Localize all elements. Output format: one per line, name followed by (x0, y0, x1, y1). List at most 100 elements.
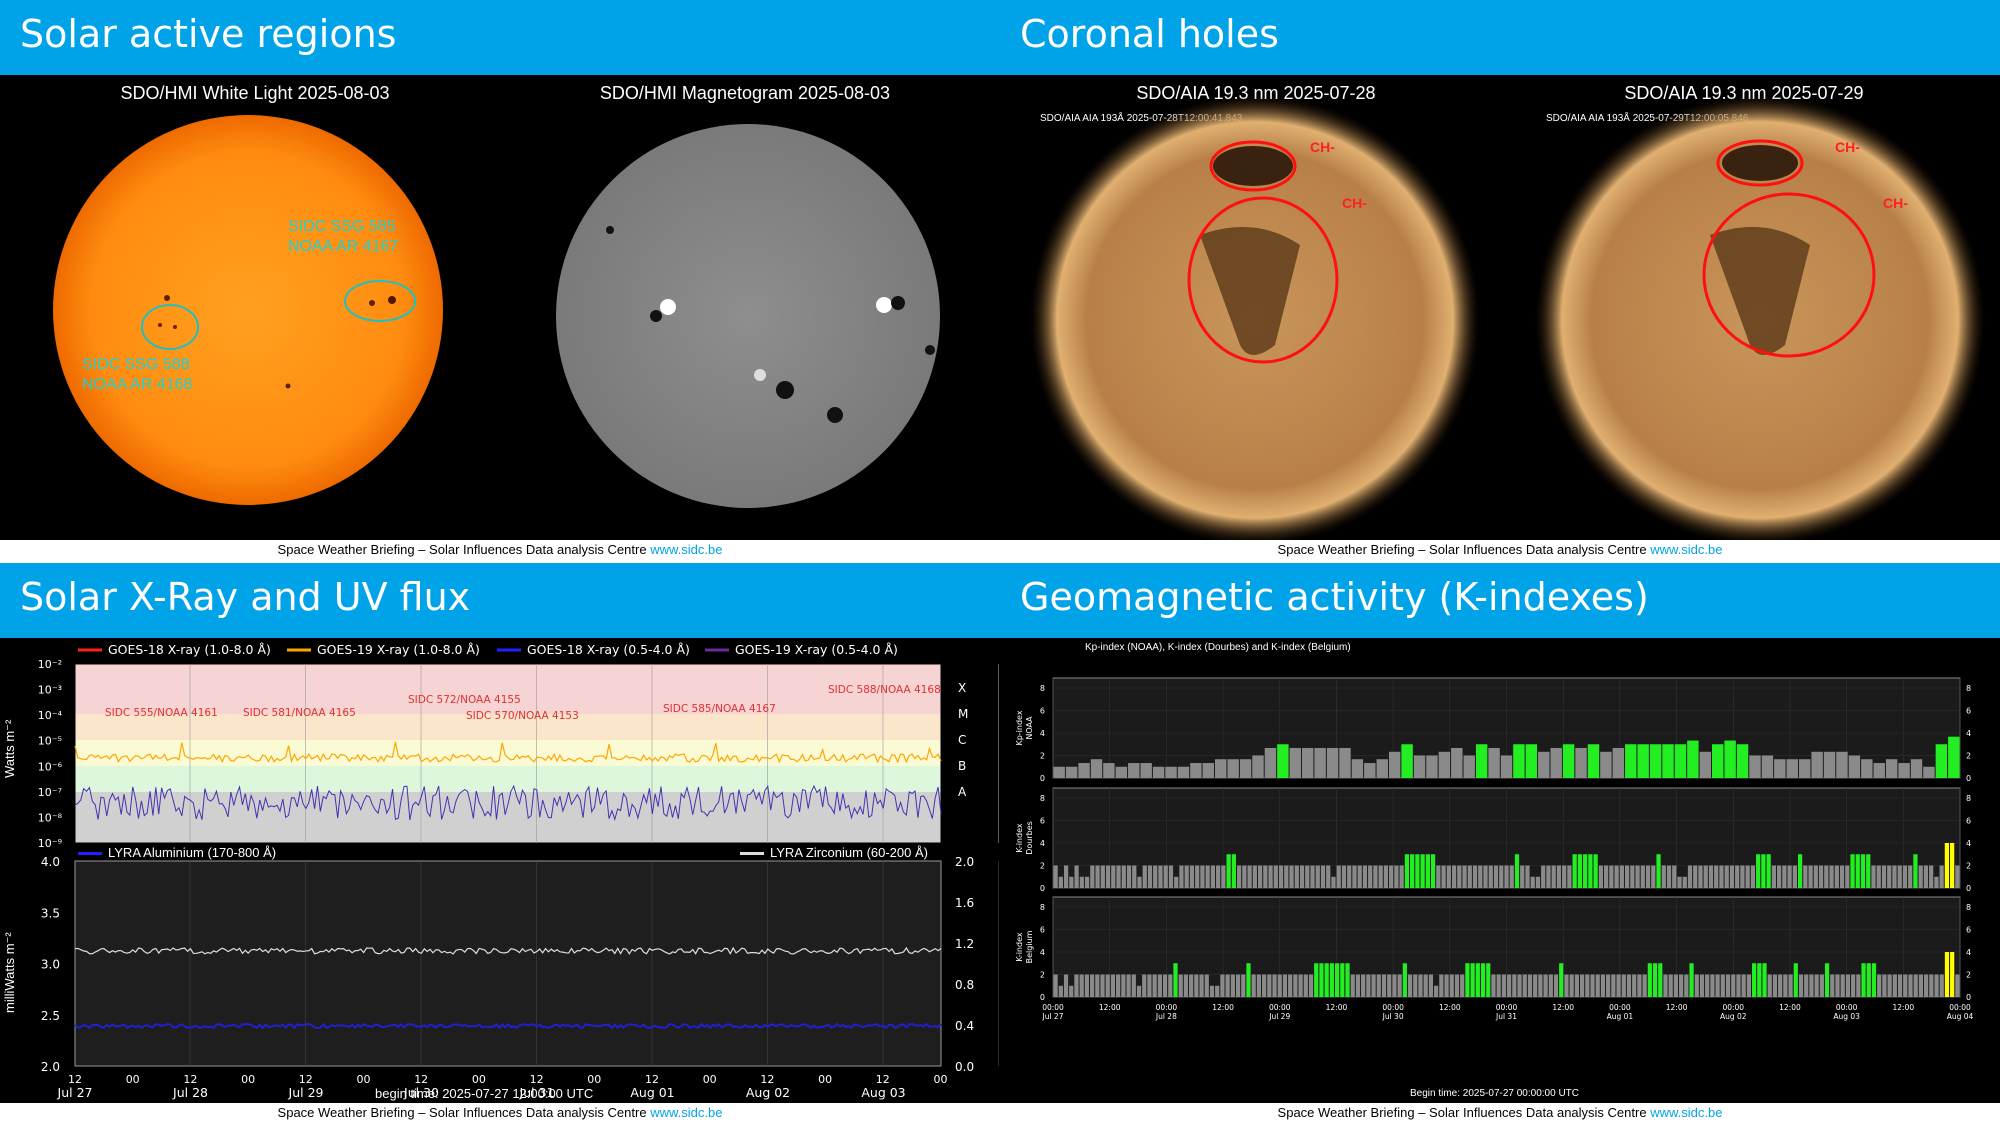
k-index-bar (1699, 751, 1712, 778)
k-index-bar (1147, 865, 1153, 888)
y-tick-label-right: 6 (1966, 707, 1971, 716)
k-index-bar (1877, 974, 1882, 997)
k-index-bar (1851, 974, 1856, 997)
k-index-bar (1897, 974, 1903, 997)
k-index-bar (1446, 865, 1451, 888)
k-index-bar (1399, 865, 1404, 888)
y-tick-label: 0 (1040, 993, 1045, 1002)
region-label-588: SIDC SSG 588 NOAA AR 4168 (82, 356, 193, 393)
k-index-bar (1493, 865, 1499, 888)
k-index-bar (1792, 865, 1797, 888)
footer-link[interactable]: www.sidc.be (650, 542, 723, 557)
footer-link[interactable]: www.sidc.be (1650, 542, 1723, 557)
k-index-bar (1320, 865, 1326, 888)
k-index-bar (1703, 865, 1708, 888)
aia-left-caption: SDO/AIA 19.3 nm 2025-07-28 (1136, 83, 1376, 103)
k-index-bar (1423, 974, 1428, 997)
k-index-bar (1724, 740, 1736, 778)
k-index-bar (1331, 876, 1336, 888)
k-index-bar (1078, 763, 1090, 778)
k-index-bar (1501, 974, 1506, 997)
k-index-bar (1079, 974, 1084, 997)
y-axis-label-top: Watts m⁻² (2, 719, 17, 778)
y-tick-label: 2 (1040, 862, 1045, 871)
y-tick-label: 4.0 (41, 855, 60, 869)
k-index-bar (1751, 963, 1757, 997)
x-tick-label: 00 (934, 1073, 948, 1086)
x-tick-date: Aug 01 (1607, 1012, 1634, 1021)
k-index-bar (1918, 865, 1923, 888)
footer-link[interactable]: www.sidc.be (650, 1105, 723, 1120)
k-index-bar (1272, 974, 1277, 997)
legend-swatch (78, 852, 102, 856)
ch-label: CH- (1835, 139, 1860, 155)
x-date-label: Jul 29 (288, 1085, 324, 1100)
k-index-bar (1630, 865, 1635, 888)
k-index-bar (1786, 759, 1798, 778)
k-index-bar (1488, 747, 1500, 778)
k-index-bar (1202, 763, 1215, 778)
footer-link[interactable]: www.sidc.be (1650, 1105, 1723, 1120)
k-index-bar (1314, 747, 1326, 778)
k-index-bar (1656, 854, 1661, 888)
k-index-bar (1410, 854, 1415, 888)
x-date-label: Aug 03 (861, 1085, 905, 1100)
k-index-bar (1415, 854, 1420, 888)
k-index-bar (1373, 865, 1378, 888)
x-tick-date: Jul 30 (1382, 1012, 1404, 1021)
k-index-bar (1230, 974, 1235, 997)
k-index-bar (1339, 747, 1351, 778)
k-index-bar (1923, 865, 1929, 888)
k-index-bar (1100, 865, 1105, 888)
k-index-bar (1095, 865, 1100, 888)
k-index-bar (1609, 865, 1614, 888)
k-index-bar (1535, 876, 1541, 888)
k-index-bar (1892, 865, 1897, 888)
lyra-legend-zirconium: LYRA Zirconium (60-200 Å) (740, 845, 928, 860)
k-index-bar (1251, 974, 1256, 997)
y-tick-label-right: 0 (1966, 774, 1971, 783)
k-index-bar (1137, 876, 1142, 888)
k-index-bar (1439, 974, 1444, 997)
panel-coronal-holes: Coronal holes SDO/AIA 19.3 nm 2025-07-28… (1000, 0, 2000, 562)
k-index-bar (1341, 865, 1347, 888)
k-index-bar (1934, 974, 1939, 997)
k-index-bar (1069, 985, 1074, 997)
flare-class-label: C (958, 733, 966, 747)
k-index-bar (1267, 974, 1272, 997)
k-index-bar (1679, 974, 1684, 997)
k-index-bar (1918, 974, 1924, 997)
k-index-bar (1388, 751, 1401, 778)
k-index-bar (1277, 974, 1282, 997)
k-index-bar (1460, 974, 1465, 997)
k-index-bar (1836, 751, 1848, 778)
y-tick-label-right: 4 (1966, 948, 1971, 957)
k-index-bar (1887, 865, 1892, 888)
k-index-bar (1860, 854, 1866, 888)
k-index-bar (1470, 963, 1475, 997)
k-index-bar (1152, 766, 1165, 778)
k-index-bar (1923, 766, 1935, 778)
k-index-bar (1329, 963, 1334, 997)
k-index-bar (1294, 865, 1299, 888)
k-index-bar (1289, 747, 1301, 778)
k-index-bar (1418, 974, 1423, 997)
k-index-bar (1694, 974, 1699, 997)
y-tick-label-right: 1.6 (955, 896, 974, 910)
k-index-bar (1944, 843, 1950, 888)
panel-label: NOAA (1025, 716, 1034, 740)
k-index-bar (1404, 854, 1410, 888)
y-tick-label-right: 2 (1966, 752, 1971, 761)
k-index-bar (1647, 963, 1652, 997)
k-index-bar (1425, 854, 1430, 888)
k-index-bar (1163, 865, 1168, 888)
k-index-bar (1177, 766, 1190, 778)
k-index-bar (1767, 974, 1772, 997)
region-annotation: SIDC 572/NOAA 4155 (408, 694, 521, 706)
panel-label: Dourbes (1025, 821, 1034, 855)
k-index-bar (1299, 865, 1305, 888)
aia-images (1030, 95, 1985, 540)
ch-circle-right-large (1702, 192, 1876, 358)
k-index-bar (1252, 865, 1257, 888)
k-index-bar (1105, 865, 1111, 888)
